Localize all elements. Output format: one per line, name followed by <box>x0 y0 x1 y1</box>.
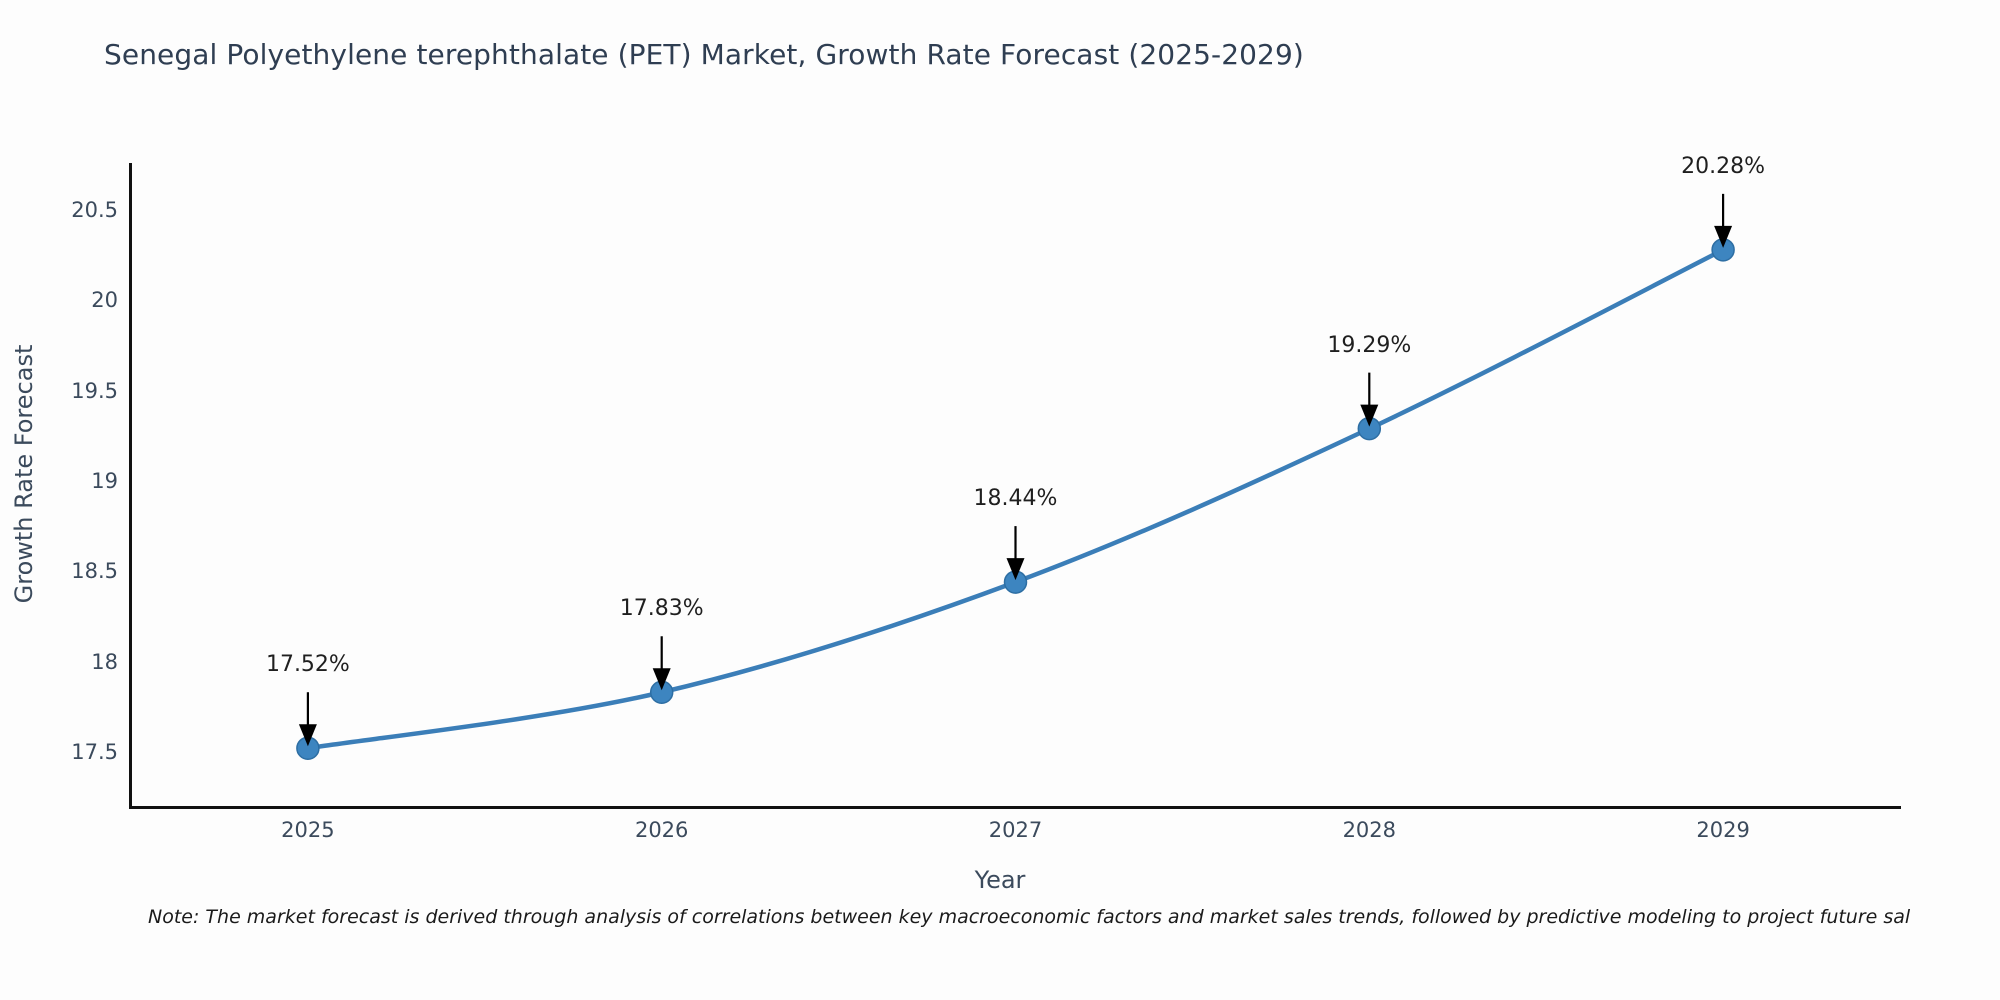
y-axis-tick-label: 19.5 <box>71 378 118 403</box>
data-point-value-label: 19.29% <box>1327 332 1412 358</box>
annotation-arrow-head <box>1360 404 1379 427</box>
y-axis-spine <box>129 163 132 809</box>
annotation-arrow-head <box>1006 558 1025 581</box>
chart-title: Senegal Polyethylene terephthalate (PET)… <box>104 38 1304 71</box>
annotation-arrow-head <box>1714 225 1733 248</box>
y-axis-tick-label: 20.5 <box>71 198 118 223</box>
x-axis-spine <box>129 806 1901 809</box>
y-axis-tick-label: 17.5 <box>71 739 118 764</box>
x-axis-title: Year <box>974 866 1026 894</box>
y-axis-tick-label: 18 <box>91 649 118 674</box>
data-point-value-label: 20.28% <box>1681 153 1766 179</box>
chart-footnote: Note: The market forecast is derived thr… <box>148 906 1911 928</box>
x-axis-tick-label: 2028 <box>1342 818 1397 842</box>
y-axis-title: Growth Rate Forecast <box>10 344 38 604</box>
x-axis-tick-label: 2027 <box>988 818 1043 842</box>
x-axis-tick-label: 2026 <box>634 818 689 842</box>
y-axis-tick-label: 19 <box>91 468 118 493</box>
y-axis-tick-label: 20 <box>91 288 118 313</box>
x-axis-tick-label: 2025 <box>281 818 335 842</box>
data-point-value-label: 18.44% <box>973 486 1058 512</box>
data-point-value-label: 17.52% <box>265 652 350 678</box>
annotation-arrow-head <box>298 724 317 747</box>
y-axis-tick-label: 18.5 <box>71 559 118 584</box>
annotation-arrow-head <box>652 668 671 691</box>
data-point-value-label: 17.83% <box>619 596 704 622</box>
x-axis-tick-label: 2029 <box>1696 818 1750 842</box>
